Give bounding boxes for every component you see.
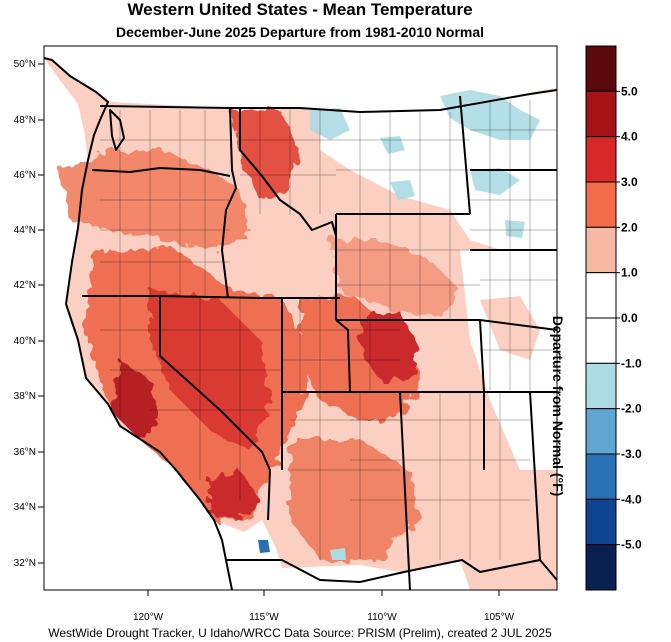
map-frame [43, 45, 558, 591]
lon-label: 105°W [484, 612, 515, 623]
colorbar-tick-label: -2.0 [621, 402, 642, 416]
lat-label: 50°N [14, 59, 36, 70]
lat-label: 40°N [14, 336, 36, 347]
colorbar-swatch [585, 408, 617, 455]
colorbar-tick-label: 0.0 [621, 311, 638, 325]
coastline [44, 57, 233, 590]
colorbar-labels: 5.0 4.0 3.0 2.0 1.0 0.0 -1.0 -2.0 -3.0 -4.0 -5.0 [616, 84, 642, 552]
lon-axis: 120°W 115°W 110°W 105°W [133, 590, 515, 623]
colorbar-swatch [585, 45, 617, 92]
colorbar-tick-label: 5.0 [621, 84, 638, 98]
colorbar-tick-label: -4.0 [621, 492, 642, 506]
credit-text: WestWide Drought Tracker, U Idaho/WRCC D… [48, 626, 552, 640]
colorbar-swatch [585, 136, 617, 183]
map-area [44, 46, 557, 590]
colorbar-tick-label: 2.0 [621, 220, 638, 234]
lon-label: 115°W [249, 612, 279, 623]
lat-label: 36°N [14, 447, 36, 458]
colorbar-tick-label: 3.0 [621, 175, 638, 189]
colorbar-tick-label: -5.0 [621, 538, 642, 552]
colorbar-tick-label: 1.0 [621, 266, 638, 280]
colorbar-swatch [585, 181, 617, 228]
colorbar-swatch [585, 317, 617, 364]
lat-label: 32°N [14, 558, 36, 569]
colorbar [585, 45, 617, 591]
lat-axis: 50°N 48°N 46°N 44°N 42°N 40°N 38°N 36°N … [14, 59, 44, 569]
lon-label: 110°W [367, 612, 397, 623]
lat-label: 34°N [14, 502, 36, 513]
map-title: Western United States - Mean Temperature [127, 0, 473, 19]
lat-label: 48°N [14, 115, 36, 126]
lat-label: 38°N [14, 391, 36, 402]
colorbar-swatch [585, 544, 617, 591]
colorbar-swatch [585, 272, 617, 319]
colorbar-swatch [585, 362, 617, 410]
colorbar-swatch [585, 226, 617, 274]
colorbar-tick-label: 4.0 [621, 130, 638, 144]
colorbar-swatch [585, 90, 617, 138]
colorbar-tick-label: -3.0 [621, 447, 642, 461]
lat-label: 46°N [14, 170, 36, 181]
colorbar-swatch [585, 498, 617, 546]
colorbar-tick-label: -1.0 [621, 356, 642, 370]
lat-label: 44°N [14, 225, 36, 236]
colorbar-swatch [585, 453, 617, 500]
lat-label: 42°N [14, 280, 36, 291]
lon-label: 120°W [133, 612, 164, 623]
colorbar-title: Departure from Normal (°F) [550, 315, 566, 497]
map-subtitle: December-June 2025 Departure from 1981-2… [115, 24, 485, 40]
